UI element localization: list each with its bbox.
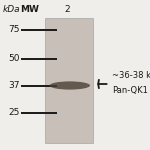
Text: kDa: kDa bbox=[2, 4, 20, 14]
Bar bbox=[45, 18, 93, 142]
Text: 75: 75 bbox=[8, 26, 20, 34]
Text: ~36-38 kDa: ~36-38 kDa bbox=[112, 70, 150, 80]
Text: 37: 37 bbox=[8, 81, 20, 90]
Text: MW: MW bbox=[20, 4, 39, 14]
Ellipse shape bbox=[56, 83, 84, 86]
Text: 50: 50 bbox=[8, 54, 20, 63]
Ellipse shape bbox=[50, 81, 90, 90]
Text: 25: 25 bbox=[8, 108, 20, 117]
Text: 2: 2 bbox=[65, 4, 70, 14]
Text: Pan-QK1: Pan-QK1 bbox=[112, 85, 148, 94]
